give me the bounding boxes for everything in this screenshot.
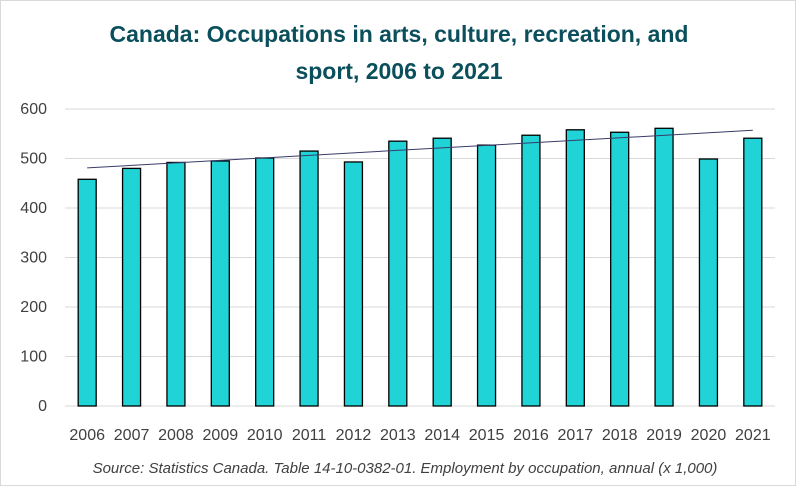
bar-2019 (654, 127, 674, 407)
x-tick-label-2006: 2006 (69, 427, 105, 444)
x-tick-label-2021: 2021 (735, 427, 771, 444)
bar-2010 (255, 157, 275, 407)
x-tick-label-2017: 2017 (558, 427, 594, 444)
bar-2021 (743, 137, 763, 407)
bars (77, 127, 763, 407)
x-tick-label-2020: 2020 (691, 427, 727, 444)
x-tick-label-2010: 2010 (247, 427, 283, 444)
trendline-group (87, 129, 753, 169)
bar-2016 (521, 134, 541, 407)
x-tick-label-2012: 2012 (336, 427, 372, 444)
bar-2014 (432, 137, 452, 407)
y-tick-label-300: 300 (20, 250, 47, 267)
x-tick-label-2009: 2009 (203, 427, 239, 444)
x-tick-label-2007: 2007 (114, 427, 150, 444)
bar-2009 (210, 160, 230, 407)
bar-2013 (388, 140, 408, 407)
y-tick-label-400: 400 (20, 200, 47, 217)
x-tick-label-2015: 2015 (469, 427, 505, 444)
x-tick-label-2011: 2011 (292, 427, 327, 444)
bar-2006 (77, 178, 97, 407)
bar-2015 (476, 144, 497, 407)
bar-2017 (565, 129, 585, 407)
trendline (87, 129, 753, 169)
x-tick-label-2019: 2019 (646, 427, 682, 444)
x-tick-label-2018: 2018 (602, 427, 638, 444)
bar-2020 (698, 158, 719, 407)
x-tick-label-2014: 2014 (424, 427, 460, 444)
bar-2012 (343, 161, 364, 407)
chart-title-line-2: sport, 2006 to 2021 (295, 58, 502, 84)
x-axis-ticks: 2006 2007 2008 2009 2010 2011 2012 2013 2014 2015… (69, 427, 770, 444)
y-tick-label-100: 100 (20, 349, 47, 366)
y-tick-label-600: 600 (20, 101, 47, 118)
y-tick-label-0: 0 (38, 398, 47, 415)
y-tick-label-200: 200 (20, 299, 47, 316)
bar-2008 (166, 161, 186, 407)
x-tick-label-2013: 2013 (380, 427, 416, 444)
y-axis-ticks: 0 100 200 300 400 500 600 (20, 101, 47, 415)
bar-2011 (299, 150, 319, 407)
x-tick-label-2016: 2016 (513, 427, 549, 444)
y-tick-label-500: 500 (20, 151, 47, 168)
bar-2018 (610, 131, 630, 407)
chart-title-line-1: Canada: Occupations in arts, culture, re… (110, 21, 689, 47)
x-tick-label-2008: 2008 (158, 427, 194, 444)
bar-2007 (121, 167, 142, 407)
source-note: Source: Statistics Canada. Table 14-10-0… (93, 460, 718, 477)
